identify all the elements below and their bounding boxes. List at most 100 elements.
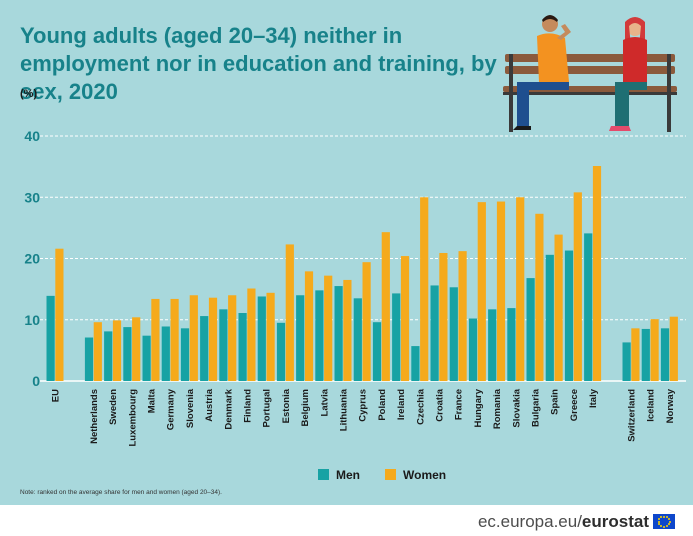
legend-label-men: Men <box>336 468 360 482</box>
bar-women <box>420 197 429 381</box>
x-tick-label: Switzerland <box>627 389 638 442</box>
x-tick-label: Lithuania <box>339 388 350 431</box>
y-tick-label: 20 <box>24 251 40 267</box>
x-tick-label: Luxembourg <box>127 389 138 447</box>
bar-men <box>660 328 670 381</box>
bar-men <box>372 322 382 381</box>
y-tick-label: 30 <box>24 189 40 205</box>
bar-women <box>247 288 256 381</box>
bar-men <box>449 287 458 381</box>
bar-women <box>477 202 486 381</box>
bar-women <box>400 256 410 381</box>
flag-star <box>663 525 665 528</box>
x-tick-label: Croatia <box>435 388 446 421</box>
bar-women <box>208 297 218 381</box>
x-tick-label: Cyprus <box>358 389 369 422</box>
y-tick-label: 10 <box>24 312 40 328</box>
bar-men <box>430 285 439 381</box>
bar-men <box>584 233 593 381</box>
bar-men <box>84 337 94 381</box>
bar-men <box>353 298 362 381</box>
x-tick-label: Netherlands <box>89 389 100 444</box>
x-tick-label: Romania <box>492 388 503 429</box>
bar-women <box>189 295 198 381</box>
flag-star <box>667 518 670 520</box>
bar-men <box>411 346 420 381</box>
eu-flag-icon <box>653 514 675 529</box>
bar-men <box>622 342 631 381</box>
bar-men <box>161 326 170 381</box>
bar-women <box>631 328 640 381</box>
bar-women <box>554 234 563 381</box>
bar-men <box>392 293 401 381</box>
bar-women <box>573 192 582 381</box>
bar-women <box>266 292 275 381</box>
bar-men <box>564 250 574 381</box>
flag-star <box>658 523 661 525</box>
bar-men <box>641 328 650 381</box>
bar-women <box>439 252 448 381</box>
bar-men <box>296 295 305 381</box>
x-tick-label: Slovakia <box>511 388 522 427</box>
bar-women <box>324 275 333 381</box>
flag-star <box>663 515 665 518</box>
bar-men <box>200 316 209 381</box>
x-tick-label: Slovenia <box>185 388 196 428</box>
footnote: Note: ranked on the average share for me… <box>20 489 222 496</box>
x-tick-label: Norway <box>665 388 676 423</box>
x-tick-label: Estonia <box>281 388 292 423</box>
flag-star <box>658 518 661 520</box>
x-tick-label: Finland <box>243 389 254 423</box>
x-tick-label: Austria <box>204 388 215 421</box>
bar-women <box>362 262 371 381</box>
bar-women <box>458 251 467 381</box>
x-tick-label: Latvia <box>319 388 330 416</box>
bar-men <box>46 295 55 381</box>
bar-men <box>526 278 535 381</box>
bar-women <box>496 201 506 381</box>
bar-women <box>151 298 160 381</box>
bar-women <box>132 317 141 381</box>
flag-star <box>665 524 668 527</box>
x-tick-label: Belgium <box>300 389 311 426</box>
bar-women <box>55 248 64 381</box>
x-tick-label: Spain <box>550 389 561 415</box>
bar-women <box>343 279 352 381</box>
bar-men <box>468 318 478 381</box>
x-tick-label: Germany <box>166 388 177 430</box>
bar-men <box>545 254 554 381</box>
x-tick-label: Poland <box>377 389 388 421</box>
site-link[interactable]: ec.europa.eu/ <box>477 512 582 531</box>
bar-men <box>276 322 286 381</box>
bar-women <box>535 213 544 381</box>
flag-star <box>660 524 663 527</box>
bar-men <box>123 327 132 381</box>
x-tick-label: Italy <box>588 388 599 408</box>
x-tick-label: Greece <box>569 389 580 421</box>
flag-star <box>657 520 660 523</box>
x-tick-label: Iceland <box>646 389 657 422</box>
bar-women <box>516 197 525 381</box>
source-footer[interactable]: ec.europa.eu/eurostat <box>478 512 649 532</box>
bar-women <box>592 166 602 381</box>
bar-men <box>334 286 343 381</box>
flag-star <box>667 523 670 525</box>
x-tick-label: EU <box>51 389 62 402</box>
bar-men <box>219 309 228 381</box>
bar-men <box>257 296 266 381</box>
legend-swatch-women <box>385 469 396 480</box>
unit-label: (%) <box>20 88 38 100</box>
y-axis-ticks: 0 10 20 30 40 <box>24 128 40 389</box>
bar-men <box>315 290 324 381</box>
legend-label-women: Women <box>403 468 446 482</box>
flag-star <box>660 516 663 519</box>
bar-men <box>180 328 190 381</box>
x-tick-label: Sweden <box>108 389 119 425</box>
bar-men <box>142 335 151 381</box>
bar-women <box>170 298 179 381</box>
y-tick-label: 40 <box>24 128 40 144</box>
x-tick-label: Ireland <box>396 389 407 420</box>
bench-illustration <box>503 15 677 132</box>
bar-chart: 0 10 20 30 40 EU Netherlands Sweden Luxembourg M… <box>24 128 686 482</box>
bar-women <box>285 244 294 381</box>
